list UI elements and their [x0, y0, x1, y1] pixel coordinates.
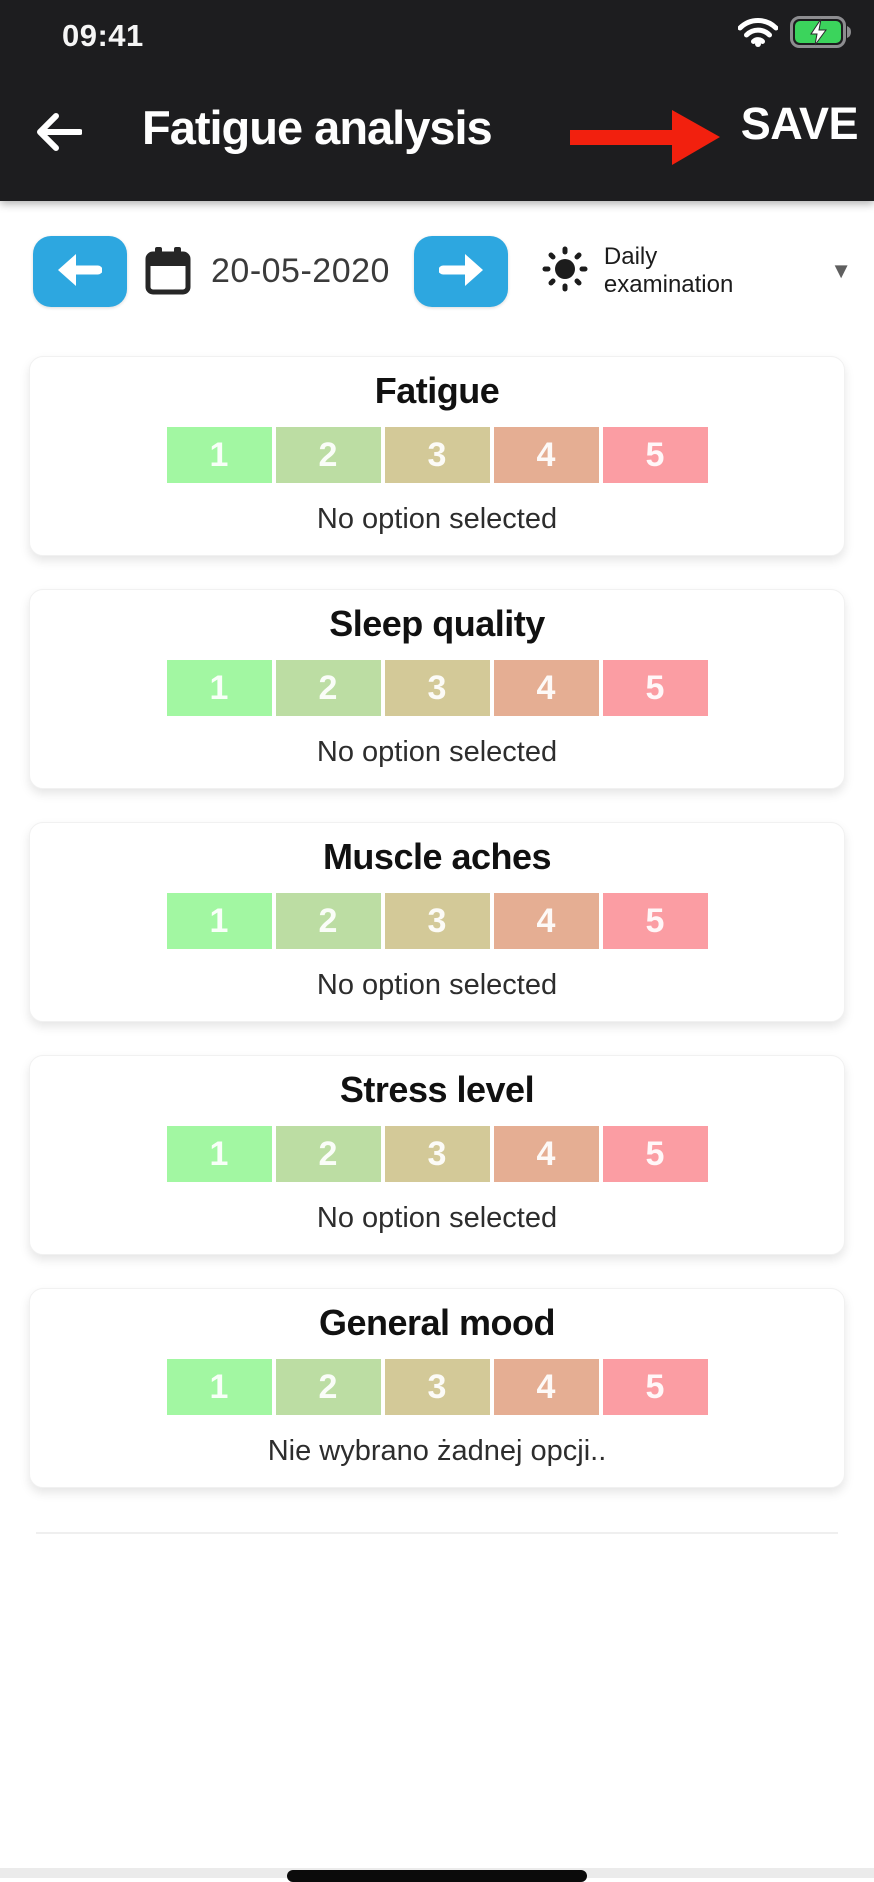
battery-charging-icon	[790, 16, 852, 53]
mode-label-line2: examination	[603, 271, 734, 298]
card-title: Sleep quality	[329, 603, 545, 644]
scale-option-1[interactable]: 1	[166, 660, 272, 716]
scale-option-4[interactable]: 4	[493, 1126, 599, 1182]
header-row: Fatigue analysis SAVE	[0, 92, 874, 172]
card-status: No option selected	[316, 503, 558, 535]
scale-option-3[interactable]: 3	[384, 427, 490, 483]
scale-option-5[interactable]: 5	[602, 660, 708, 716]
next-day-button[interactable]	[413, 235, 508, 307]
card-status: No option selected	[316, 969, 558, 1001]
status-time: 09:41	[62, 18, 144, 53]
save-button[interactable]: SAVE	[740, 98, 859, 149]
scale-option-1[interactable]: 1	[166, 1359, 272, 1415]
list-divider	[36, 1532, 838, 1534]
date-toolbar: 20-05-2020	[0, 235, 874, 307]
arrow-right-icon	[438, 252, 483, 291]
card-status: No option selected	[316, 1202, 558, 1234]
scale-option-4[interactable]: 4	[493, 427, 599, 483]
sun-icon	[542, 246, 588, 297]
examination-mode-select[interactable]: Daily examination	[542, 243, 733, 299]
card-title: General mood	[318, 1302, 556, 1343]
app-header: 09:41	[0, 0, 874, 201]
scale-option-4[interactable]: 4	[493, 893, 599, 949]
scale-option-5[interactable]: 5	[602, 427, 708, 483]
wifi-icon	[737, 17, 779, 52]
scale-option-2[interactable]: 2	[275, 893, 381, 949]
scale-option-5[interactable]: 5	[602, 1359, 708, 1415]
scale-option-2[interactable]: 2	[275, 427, 381, 483]
card-title: Stress level	[339, 1069, 535, 1110]
home-strip	[0, 1868, 874, 1882]
scale-option-2[interactable]: 2	[275, 660, 381, 716]
calendar-icon	[145, 246, 191, 296]
scale-option-3[interactable]: 3	[384, 1126, 490, 1182]
scale-option-1[interactable]: 1	[166, 1126, 272, 1182]
previous-day-button[interactable]	[33, 235, 127, 307]
scale-option-5[interactable]: 5	[602, 893, 708, 949]
annotation-arrow-icon	[568, 102, 728, 174]
mode-label-line1: Daily	[603, 243, 658, 270]
scale-option-5[interactable]: 5	[602, 1126, 708, 1182]
scale-option-2[interactable]: 2	[275, 1126, 381, 1182]
scale-option-3[interactable]: 3	[384, 893, 490, 949]
card-title: Fatigue	[374, 370, 500, 411]
arrow-left-icon	[58, 252, 103, 291]
back-button[interactable]	[36, 110, 83, 154]
home-indicator[interactable]	[287, 1870, 587, 1882]
scale-option-4[interactable]: 4	[493, 660, 599, 716]
card-status: Nie wybrano żadnej opcji..	[267, 1435, 607, 1467]
scale-option-2[interactable]: 2	[275, 1359, 381, 1415]
page-title: Fatigue analysis	[142, 101, 493, 154]
status-bar: 09:41	[0, 14, 874, 54]
chevron-down-icon[interactable]: ▼	[830, 258, 852, 283]
date-label[interactable]: 20-05-2020	[211, 251, 390, 290]
card-title: Muscle aches	[322, 836, 552, 877]
scale-option-3[interactable]: 3	[384, 660, 490, 716]
card-status: No option selected	[316, 736, 558, 768]
scale-option-3[interactable]: 3	[384, 1359, 490, 1415]
scale-option-4[interactable]: 4	[493, 1359, 599, 1415]
scale-option-1[interactable]: 1	[166, 893, 272, 949]
scale-option-1[interactable]: 1	[166, 427, 272, 483]
